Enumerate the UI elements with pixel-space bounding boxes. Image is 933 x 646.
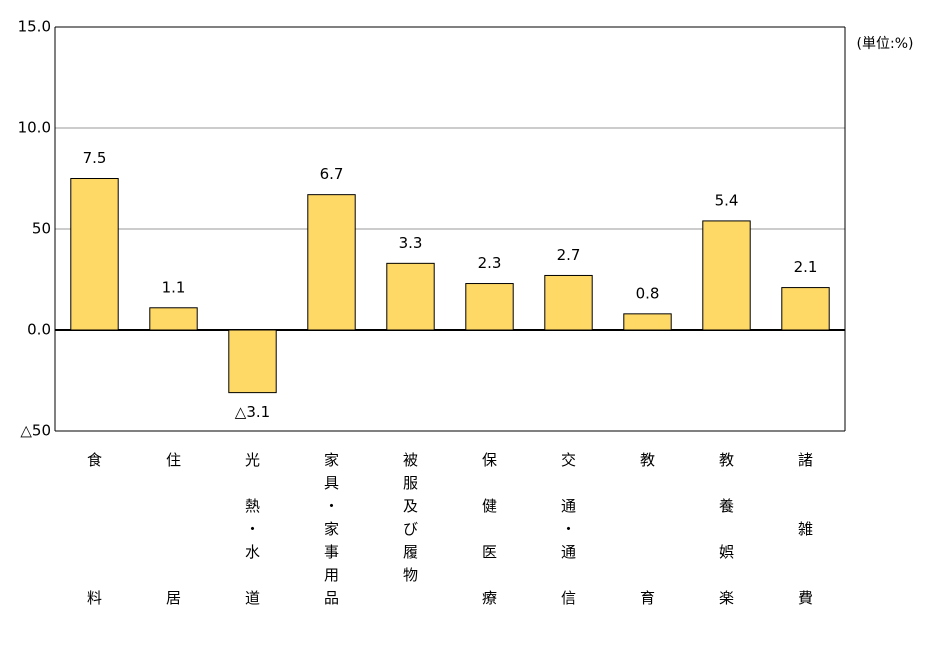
- y-tick-label: 50: [32, 220, 51, 238]
- x-tick-label: 教養娯楽: [719, 451, 734, 607]
- bar: [149, 307, 198, 331]
- unit-label: (単位:%): [857, 36, 914, 52]
- x-tick-label: 光熱・水道: [245, 451, 260, 607]
- data-label: 7.5: [83, 149, 107, 167]
- x-tick-label: 食料: [87, 451, 102, 607]
- data-label: 2.1: [794, 258, 818, 276]
- x-tick-label: 被服及び履物: [403, 451, 418, 584]
- bar: [307, 194, 356, 331]
- x-tick-label: 交通・通信: [561, 451, 576, 607]
- data-label: 3.3: [399, 234, 423, 252]
- bar: [70, 178, 119, 331]
- x-tick-label: 家具・家事用品: [324, 451, 339, 607]
- bar: [623, 313, 672, 331]
- data-label: 6.7: [320, 165, 344, 183]
- bar: [228, 329, 277, 394]
- bar: [465, 283, 514, 331]
- data-label: 2.3: [478, 254, 502, 272]
- data-label: 2.7: [557, 246, 581, 264]
- x-tick-label: 教育: [640, 451, 655, 607]
- y-tick-label: △50: [20, 422, 51, 440]
- y-tick-label: 15.0: [18, 18, 51, 36]
- x-tick-label: 保健医療: [482, 451, 497, 607]
- data-label: △3.1: [235, 403, 270, 421]
- data-label: 5.4: [715, 191, 739, 209]
- x-tick-label: 住居: [166, 451, 181, 607]
- y-tick-label: 0.0: [27, 321, 51, 339]
- y-tick-label: 10.0: [18, 119, 51, 137]
- bar: [702, 220, 751, 331]
- bar: [544, 274, 593, 331]
- data-label: 0.8: [636, 284, 660, 302]
- bar: [781, 287, 830, 331]
- x-tick-label: 諸雑費: [798, 451, 813, 607]
- bar: [386, 262, 435, 331]
- data-label: 1.1: [162, 278, 186, 296]
